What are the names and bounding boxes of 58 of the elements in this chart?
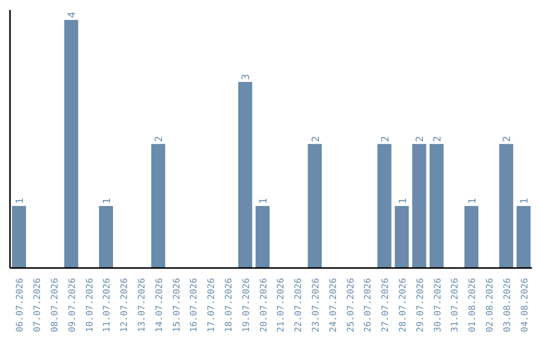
- x-tick-label: 28.07.2026: [398, 278, 408, 332]
- x-tick-label: 08.07.2026: [50, 278, 60, 332]
- bar: [377, 144, 392, 268]
- data-label: 1: [258, 198, 270, 204]
- bar: [64, 20, 78, 268]
- x-tick-label: 30.07.2026: [433, 278, 444, 332]
- bar: [499, 144, 514, 268]
- x-tick-label: 22.07.2026: [294, 278, 304, 332]
- bar: [99, 206, 113, 268]
- x-tick-label: 26.07.2026: [364, 278, 374, 332]
- x-tick-label: 02.08.2026: [486, 278, 496, 332]
- bar: [516, 206, 531, 268]
- x-tick-label: 12.07.2026: [120, 278, 130, 332]
- x-tick-label: 14.07.2026: [154, 278, 165, 332]
- bar: [430, 144, 444, 268]
- x-tick-label: 21.07.2026: [276, 278, 287, 332]
- bar: [256, 206, 270, 268]
- x-tick-label: 10.07.2026: [85, 278, 96, 332]
- data-label: 1: [15, 198, 26, 204]
- data-label: 3: [241, 74, 252, 80]
- x-tick-label: 01.08.2026: [468, 278, 478, 332]
- x-tick-label: 07.07.2026: [33, 278, 44, 332]
- data-label: 2: [415, 136, 426, 142]
- data-label: 1: [467, 198, 478, 204]
- bar: [238, 82, 252, 268]
- bar: [151, 144, 166, 268]
- data-label: 2: [310, 136, 322, 142]
- data-label: 2: [154, 136, 166, 142]
- bar: [412, 144, 426, 268]
- x-tick-label: 31.07.2026: [450, 278, 461, 332]
- x-tick-label: 15.07.2026: [172, 278, 182, 332]
- data-label: 1: [398, 198, 409, 204]
- x-tick-label: 19.07.2026: [242, 278, 252, 332]
- x-tick-label: 20.07.2026: [259, 278, 270, 332]
- bar: [308, 144, 322, 268]
- x-tick-label: 03.08.2026: [502, 278, 513, 332]
- data-label: 1: [102, 198, 113, 204]
- x-tick-label: 06.07.2026: [16, 278, 26, 332]
- data-label: 4: [67, 12, 78, 18]
- x-tick-label: 23.07.2026: [312, 278, 322, 332]
- bar: [394, 206, 409, 268]
- data-label: 2: [380, 136, 392, 142]
- bar: [464, 206, 478, 268]
- x-tick-label: 24.07.2026: [328, 278, 339, 332]
- data-label: 1: [520, 198, 531, 204]
- x-tick-label: 13.07.2026: [138, 278, 148, 332]
- bar: [12, 206, 26, 268]
- x-tick-label: 29.07.2026: [416, 278, 426, 332]
- x-tick-label: 09.07.2026: [68, 278, 78, 332]
- data-label: 2: [502, 136, 514, 142]
- x-tick-label: 04.08.2026: [520, 278, 530, 332]
- x-tick-label: 17.07.2026: [207, 278, 218, 332]
- x-tick-label: 18.07.2026: [224, 278, 234, 332]
- x-tick-label: 25.07.2026: [346, 278, 356, 332]
- x-tick-label: 11.07.2026: [102, 278, 113, 332]
- x-tick-label: 16.07.2026: [190, 278, 200, 332]
- x-tick-label: 27.07.2026: [381, 278, 392, 332]
- data-label: 2: [432, 136, 444, 142]
